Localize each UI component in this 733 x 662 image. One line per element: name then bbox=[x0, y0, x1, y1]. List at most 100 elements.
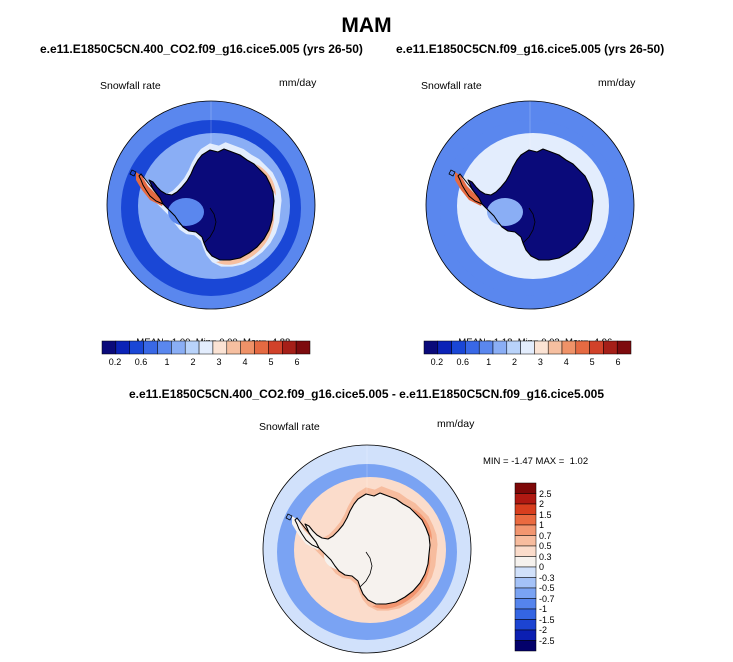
colorbar-tick-label: -2.5 bbox=[539, 635, 555, 646]
antarctic-interior-field bbox=[468, 149, 593, 260]
ice-shelf-line bbox=[203, 207, 217, 244]
colorbar-tick-label: 6 bbox=[294, 357, 300, 367]
panel3-left-label: Snowfall rate bbox=[259, 421, 320, 433]
colorbar-box bbox=[514, 608, 537, 620]
colorbar-box bbox=[295, 340, 311, 355]
colorbar-tick-label: 1.5 bbox=[539, 509, 552, 520]
colorbar-tick-label: 0.2 bbox=[108, 357, 122, 367]
west-antarctica-field bbox=[324, 542, 360, 570]
panel3-units-label: mm/day bbox=[437, 418, 475, 430]
peninsula-coastline bbox=[294, 517, 320, 549]
colorbar-box bbox=[575, 340, 590, 355]
colorbar-tick-label: 1 bbox=[164, 357, 170, 367]
colorbar-tick-label: -0.7 bbox=[539, 593, 555, 604]
colorbar-tick-label: 1 bbox=[486, 357, 492, 367]
colorbar-box bbox=[437, 340, 452, 355]
colorbar-tick-label: 0.7 bbox=[539, 530, 552, 541]
peninsula-peak bbox=[292, 516, 320, 550]
colorbar-box bbox=[101, 340, 117, 355]
panel3-max-label: MAX = bbox=[535, 456, 565, 467]
colorbar-tick-label: 0 bbox=[539, 562, 545, 572]
panel2-polar-map bbox=[425, 100, 635, 310]
colorbar-tick-label: 5 bbox=[589, 357, 595, 367]
colorbar-tick-label: 0.5 bbox=[539, 541, 552, 551]
colorbar-box bbox=[492, 340, 508, 355]
colorbar-box bbox=[157, 340, 172, 355]
antarctica-coastline bbox=[304, 492, 431, 605]
panel1-polar-map bbox=[106, 100, 316, 310]
colorbar-tick-label: 6 bbox=[615, 357, 621, 367]
colorbar-box bbox=[184, 340, 200, 355]
colorbar-tick-label: -0.3 bbox=[539, 572, 555, 583]
panel3-colorbar bbox=[514, 482, 537, 652]
colorbar-box bbox=[423, 340, 439, 355]
colorbar-box bbox=[514, 482, 537, 494]
map-boundary-circle bbox=[262, 444, 472, 654]
peninsula-coastline bbox=[138, 173, 164, 205]
ice-shelf-line bbox=[359, 551, 373, 588]
colorbar-box bbox=[514, 524, 537, 536]
panel2-colorbar bbox=[423, 340, 632, 355]
colorbar-box bbox=[115, 340, 130, 355]
colorbar-tick-label: 2 bbox=[512, 357, 518, 367]
colorbar-box bbox=[514, 556, 537, 568]
panel3-min-value: -1.47 bbox=[511, 456, 533, 467]
island-outline bbox=[285, 513, 293, 521]
colorbar-tick-label: 4 bbox=[563, 357, 569, 367]
panel3-max-value: 1.02 bbox=[569, 456, 589, 467]
antarctic-interior-field bbox=[305, 493, 430, 604]
colorbar-tick-label: -1.5 bbox=[539, 614, 555, 625]
east-coast-peak bbox=[412, 508, 432, 540]
colorbar-box bbox=[603, 340, 618, 355]
colorbar-tick-label: 3 bbox=[216, 357, 222, 367]
panel1-units-label: mm/day bbox=[279, 77, 317, 89]
colorbar-box bbox=[514, 598, 537, 610]
colorbar-box bbox=[514, 619, 537, 631]
colorbar-box bbox=[143, 340, 158, 355]
colorbar-tick-label: 0.6 bbox=[456, 357, 470, 367]
antarctic-interior-field bbox=[149, 149, 274, 260]
colorbar-tick-label: 2 bbox=[190, 357, 196, 367]
panel1-title: e.e11.E1850C5CN.400_CO2.f09_g16.cice5.00… bbox=[40, 42, 363, 56]
colorbar-box bbox=[589, 340, 604, 355]
colorbar-tick-label: -0.5 bbox=[539, 583, 555, 593]
colorbar-box bbox=[478, 340, 494, 355]
colorbar-box bbox=[240, 340, 255, 355]
colorbar-box bbox=[254, 340, 269, 355]
colorbar-tick-label: 4 bbox=[242, 357, 248, 367]
colorbar-box bbox=[514, 545, 537, 557]
colorbar-box bbox=[547, 340, 563, 355]
panel3-polar-map bbox=[262, 444, 472, 654]
colorbar-tick-label: 0.2 bbox=[430, 357, 444, 367]
panel2-colorbar-ticks: 0.2 0.6 1 2 3 4 5 6 bbox=[424, 357, 631, 369]
east-coast-peak bbox=[256, 164, 276, 196]
peninsula-peak bbox=[136, 172, 164, 206]
colorbar-box bbox=[506, 340, 521, 355]
colorbar-box bbox=[282, 340, 297, 355]
colorbar-box bbox=[198, 340, 214, 355]
colorbar-box bbox=[465, 340, 480, 355]
west-antarctica-field bbox=[487, 198, 523, 226]
panel2-title: e.e11.E1850C5CN.f09_g16.cice5.005 (yrs 2… bbox=[396, 42, 665, 56]
east-coast-peak bbox=[575, 164, 595, 196]
panel3-stats: MIN = -1.47 MAX = 1.02 bbox=[483, 456, 588, 467]
colorbar-box bbox=[514, 493, 537, 505]
peninsula-peak bbox=[455, 172, 483, 206]
colorbar-box bbox=[514, 640, 537, 652]
colorbar-box bbox=[561, 340, 577, 355]
colorbar-box bbox=[514, 514, 537, 526]
colorbar-box bbox=[212, 340, 228, 355]
map-boundary-circle bbox=[106, 100, 316, 310]
colorbar-box bbox=[171, 340, 186, 355]
colorbar-box bbox=[514, 535, 537, 547]
ice-shelf-line bbox=[522, 207, 536, 244]
panel3-colorbar-ticks: 2.5 2 1.5 1 0.7 0.5 0.3 0 -0.3 -0.5 -0.7 -1 -1.5 -2 -2… bbox=[539, 483, 579, 651]
panel2-units-label: mm/day bbox=[598, 77, 636, 89]
map-boundary-circle bbox=[425, 100, 635, 310]
colorbar-box bbox=[616, 340, 632, 355]
colorbar-tick-label: 5 bbox=[268, 357, 274, 367]
antarctica-coastline bbox=[467, 148, 594, 261]
colorbar-box bbox=[534, 340, 549, 355]
figure-title: MAM bbox=[341, 14, 392, 37]
colorbar-tick-label: -1 bbox=[539, 604, 548, 614]
